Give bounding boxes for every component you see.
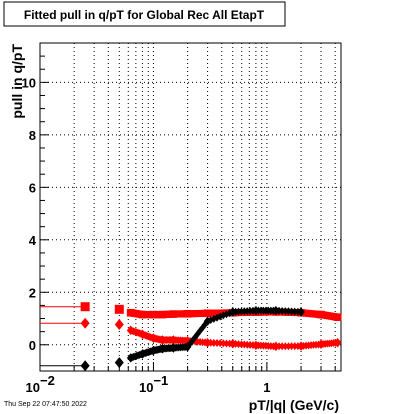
title-box: Fitted pull in q/pT for Global Rec All E…: [3, 1, 286, 27]
data-point: [114, 357, 124, 369]
timestamp: Thu Sep 22 07:47:50 2022: [4, 401, 87, 408]
y-tick-label: 4: [29, 233, 37, 248]
data-point: [203, 316, 212, 326]
data-marks: [40, 302, 342, 372]
data-point: [183, 342, 192, 352]
data-point: [291, 307, 298, 316]
data-point: [272, 305, 280, 316]
data-point: [220, 339, 227, 348]
y-tick-label: 2: [29, 285, 36, 300]
x-axis-title: pT/|q| (GeV/c): [249, 397, 339, 413]
data-point: [285, 342, 292, 351]
data-point: [272, 341, 280, 352]
x-tick-label: 10: [139, 380, 153, 395]
x-tick-exponent: −1: [153, 373, 168, 388]
x-tick-label: 10: [26, 380, 40, 395]
axis-ticks: [39, 55, 336, 371]
series-1: [40, 317, 342, 352]
data-point: [333, 337, 342, 348]
data-point: [288, 342, 295, 351]
x-tick-label: 1: [263, 380, 270, 395]
data-point: [276, 342, 283, 351]
data-point: [223, 339, 230, 348]
y-axis-title: pull in q/pT: [9, 44, 25, 119]
y-tick-label: 8: [29, 128, 36, 143]
data-point: [80, 360, 90, 372]
grid: [40, 43, 341, 371]
data-point: [291, 342, 298, 351]
x-tick-exponent: −2: [40, 373, 55, 388]
data-point: [217, 339, 224, 348]
data-point: [297, 307, 305, 317]
data-point: [228, 338, 237, 349]
data-point: [279, 306, 286, 315]
data-point: [207, 338, 214, 347]
data-point: [80, 302, 90, 312]
series-2: [40, 305, 305, 372]
data-point: [214, 339, 221, 348]
data-point: [282, 342, 289, 351]
data-point: [282, 307, 289, 316]
y-tick-label: 6: [29, 180, 36, 195]
data-point: [228, 307, 237, 317]
data-point: [276, 306, 283, 315]
data-point: [333, 313, 342, 322]
data-point: [114, 319, 124, 331]
data-point: [114, 304, 124, 314]
data-point: [285, 307, 292, 316]
chart-title: Fitted pull in q/pT for Global Rec All E…: [24, 8, 265, 22]
data-point: [80, 317, 90, 329]
data-point: [279, 342, 286, 351]
data-point: [210, 338, 217, 347]
y-tick-label: 10: [22, 75, 36, 90]
data-point: [288, 307, 295, 316]
y-tick-label: 0: [29, 338, 36, 353]
